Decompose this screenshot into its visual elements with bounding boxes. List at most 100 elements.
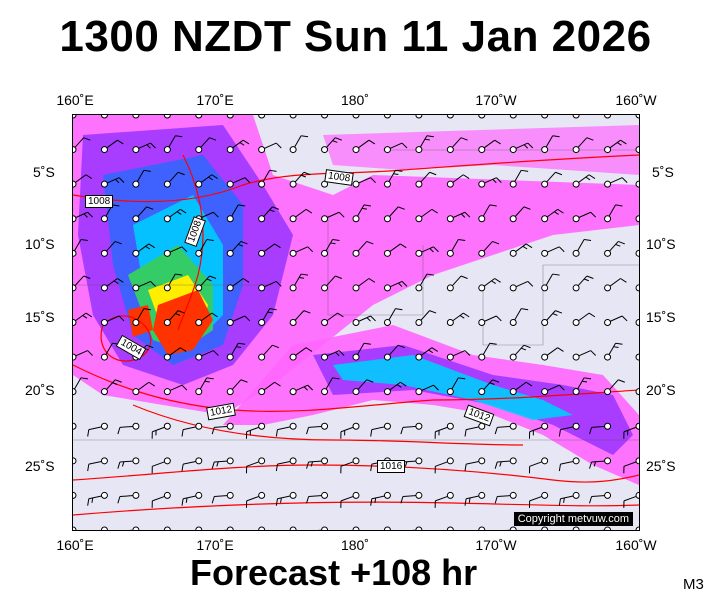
wind-barb: [572, 275, 594, 292]
wind-barb: [352, 379, 374, 396]
wind-barb: [464, 457, 486, 472]
weather-map[interactable]: 1008 1008 1008 1004 1012 1012 1016 Copyr…: [72, 114, 640, 531]
wind-barb: [163, 273, 183, 292]
wind-barb: [589, 457, 612, 469]
wind-barb: [73, 422, 77, 430]
wind-barb: [258, 243, 281, 257]
wind-barb: [623, 457, 639, 474]
wind-barb: [528, 457, 549, 474]
wind-barb: [352, 315, 376, 326]
wind-barb: [73, 491, 77, 499]
wind-barb: [604, 115, 612, 119]
isobar-1012: [73, 364, 639, 412]
wind-barb: [541, 310, 563, 326]
wind-barb: [434, 457, 454, 474]
wind-barb: [541, 246, 565, 257]
wind-barb: [415, 135, 434, 154]
wind-barb: [528, 491, 549, 508]
lat-label-left-15s: 15˚S: [25, 309, 55, 325]
wind-barb: [572, 238, 592, 257]
wind-barb: [415, 273, 434, 292]
wind-barb: [572, 377, 592, 396]
wind-barb: [352, 240, 374, 257]
wind-barb: [163, 384, 188, 396]
wind-barb: [226, 379, 248, 396]
map-canvas: [73, 115, 639, 530]
wind-barb: [383, 169, 403, 188]
wind-barb: [306, 457, 329, 469]
wind-barb: [415, 384, 439, 396]
wind-barb: [163, 246, 188, 257]
wind-barb: [321, 115, 329, 119]
wind-barb: [604, 278, 627, 292]
wind-barb: [87, 422, 108, 437]
wind-barb: [132, 169, 151, 188]
wind-barb: [415, 208, 438, 223]
copyright-badge: Copyright metvuw.com: [513, 512, 633, 526]
wind-barb: [415, 347, 438, 361]
wind-barb: [181, 422, 203, 437]
wind-barb: [100, 315, 125, 326]
wind-barb: [464, 491, 486, 506]
wind-barb: [195, 275, 217, 292]
wind-barb: [635, 180, 639, 188]
lon-label-bottom-160w: 160˚W: [615, 537, 657, 553]
wind-barb: [509, 243, 533, 257]
wind-barb: [446, 115, 454, 119]
wind-barb: [434, 491, 454, 508]
precip-red-core: [153, 290, 213, 355]
wind-barb: [600, 526, 612, 530]
wind-barb: [226, 115, 234, 119]
wind-barb: [446, 377, 466, 396]
wind-barb: [478, 315, 502, 326]
wind-barb: [572, 211, 597, 223]
wind-barb: [289, 171, 311, 188]
wind-barb: [289, 208, 313, 223]
wind-barb: [100, 115, 108, 119]
wind-barb: [321, 238, 340, 257]
wind-barb: [321, 312, 344, 326]
wind-barb: [245, 422, 266, 439]
wind-barb: [340, 491, 360, 508]
wind-barb: [589, 422, 612, 435]
wind-barb: [478, 379, 500, 396]
wind-barb: [383, 381, 407, 396]
wind-barb: [195, 174, 218, 188]
wind-barb: [163, 310, 185, 326]
wind-barb: [558, 491, 580, 506]
wind-barb: [370, 491, 391, 506]
wind-barb: [558, 422, 580, 437]
wind-barb: [635, 319, 639, 326]
wind-barb: [100, 177, 125, 188]
wind-barb: [478, 204, 497, 223]
wind-barb: [352, 342, 371, 361]
wind-barb: [289, 246, 314, 257]
wind-barb: [275, 457, 297, 472]
wind-barb: [572, 312, 596, 326]
wind-barb: [446, 350, 471, 361]
wind-barb: [478, 139, 501, 154]
wind-barb: [245, 491, 266, 508]
wind-barb: [195, 238, 214, 257]
wind-barb: [604, 315, 628, 326]
wind-barb: [383, 280, 408, 292]
wind-barb: [195, 350, 219, 361]
wind-barb: [352, 139, 376, 154]
wind-barb: [132, 308, 151, 326]
wind-barb: [509, 115, 517, 119]
wind-barb: [100, 139, 124, 154]
wind-barb: [151, 457, 171, 474]
wind-barb: [226, 204, 246, 223]
wind-barb: [306, 422, 329, 435]
wind-barb: [73, 526, 77, 530]
wind-barb: [509, 344, 531, 361]
wind-barb: [211, 491, 234, 504]
wind-barb: [541, 135, 560, 154]
wind-barb: [604, 342, 623, 361]
lat-label-right-25s: 25˚S: [646, 458, 676, 474]
lon-label-bottom-180: 180˚: [340, 537, 370, 553]
wind-barb: [446, 275, 468, 292]
isobar-1012-south: [132, 404, 524, 446]
wind-barb: [226, 139, 250, 154]
wind-barb: [446, 526, 454, 530]
